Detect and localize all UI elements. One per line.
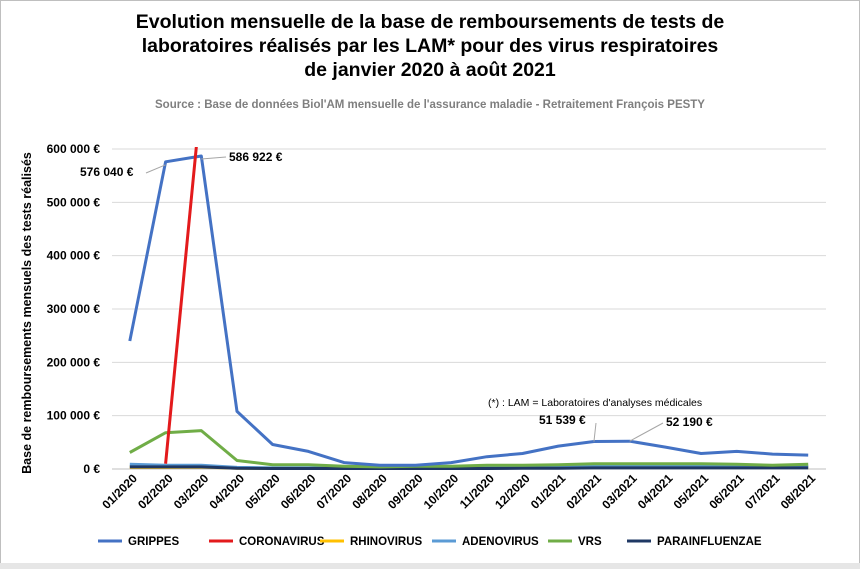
chart-title: Evolution mensuelle de la base de rembou… <box>0 10 860 82</box>
x-tick-label: 07/2021 <box>742 471 783 512</box>
x-tick-label: 11/2020 <box>457 471 497 511</box>
legend-label: ADENOVIRUS <box>462 536 539 548</box>
annotation-leader-line <box>629 422 664 442</box>
chart-title-line: laboratoires réalisés par les LAM* pour … <box>141 35 719 57</box>
y-tick-label: 600 000 € <box>47 142 101 156</box>
series-line-coronavirus <box>164 147 198 464</box>
x-tick-label: 08/2021 <box>778 471 819 512</box>
legend-label: GRIPPES <box>128 536 179 548</box>
legend-label: PARAINFLUENZAE <box>657 536 762 548</box>
chart-title-line: de janvier 2020 à août 2021 <box>304 59 556 81</box>
window-bottom-bar <box>0 563 860 569</box>
x-tick-label: 09/2020 <box>385 471 426 512</box>
data-label: 576 040 € <box>80 165 134 179</box>
x-tick-label: 05/2021 <box>671 471 712 512</box>
y-tick-label: 500 000 € <box>47 195 101 209</box>
x-tick-label: 03/2021 <box>599 471 640 512</box>
x-tick-label: 06/2021 <box>706 471 747 512</box>
y-tick-label: 300 000 € <box>47 302 101 316</box>
annotation-leader-line <box>201 156 227 160</box>
data-label: 586 922 € <box>229 150 283 164</box>
x-tick-label: 04/2020 <box>206 471 247 512</box>
x-tick-label: 06/2020 <box>278 471 319 512</box>
x-tick-label: 10/2020 <box>421 471 462 512</box>
annotation-leader-line <box>145 164 166 174</box>
x-tick-label: 02/2021 <box>563 471 604 512</box>
x-tick-label: 01/2021 <box>528 471 569 512</box>
y-tick-label: 400 000 € <box>47 249 101 263</box>
annotation-leader-line <box>593 422 597 442</box>
y-axis-label: Base de remboursements mensuels des test… <box>20 152 34 474</box>
legend-label: CORONAVIRUS <box>239 536 325 548</box>
x-tick-label: 02/2020 <box>135 471 176 512</box>
chart-subtitle: Source : Base de données Biol'AM mensuel… <box>155 99 705 111</box>
x-tick-label: 07/2020 <box>314 471 355 512</box>
series-line-vrs <box>129 429 809 469</box>
series-line-grippes <box>128 154 809 467</box>
x-tick-label: 08/2020 <box>349 471 390 512</box>
y-tick-label: 100 000 € <box>47 409 101 423</box>
x-tick-label: 05/2020 <box>242 471 283 512</box>
y-tick-label: 0 € <box>83 462 100 476</box>
chart-title-line: Evolution mensuelle de la base de rembou… <box>135 11 725 33</box>
series-line-parainfluenzae <box>129 465 809 470</box>
y-tick-label: 200 000 € <box>47 355 101 369</box>
x-tick-label: 03/2020 <box>171 471 212 512</box>
legend-label: RHINOVIRUS <box>350 536 423 548</box>
legend-label: VRS <box>578 536 602 548</box>
data-label: 51 539 € <box>539 413 586 427</box>
footnote: (*) : LAM = Laboratoires d'analyses médi… <box>488 397 702 409</box>
x-tick-label: 12/2020 <box>492 471 533 512</box>
x-tick-label: 01/2020 <box>99 471 140 512</box>
data-label: 52 190 € <box>666 415 713 429</box>
x-tick-label: 04/2021 <box>635 471 676 512</box>
